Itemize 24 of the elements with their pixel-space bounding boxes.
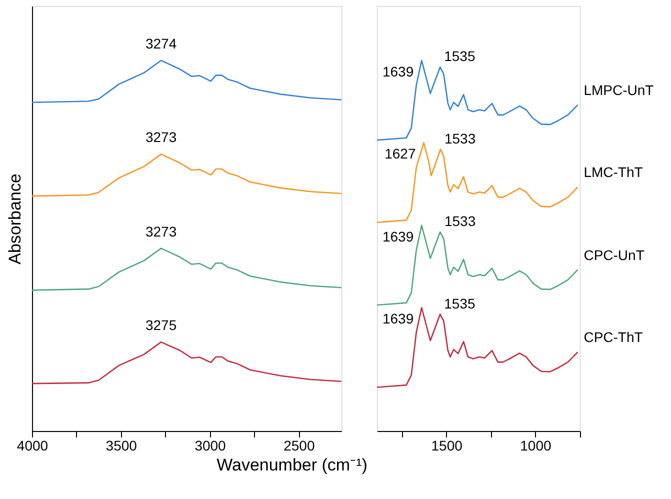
- x-axis-title: Wavenumber (cm⁻¹): [216, 456, 368, 474]
- annotation: 1639: [382, 310, 414, 327]
- annotation: 1535: [444, 48, 476, 64]
- annotation: 1533: [444, 213, 476, 230]
- y-axis-title: Absorbance: [6, 174, 24, 264]
- annotation: 3275: [145, 317, 177, 334]
- series-label: LMC-ThT: [584, 164, 644, 180]
- series-label: CPC-UnT: [584, 246, 645, 263]
- x-tick-label: 3500: [106, 438, 138, 454]
- x-tick-label: 2500: [284, 438, 315, 454]
- annotation: 1533: [444, 130, 476, 146]
- annotation: 1639: [382, 63, 414, 80]
- x-tick-label: 1000: [520, 438, 552, 454]
- series-label: CPC-ThT: [584, 329, 644, 346]
- x-tick-label: 1500: [431, 438, 463, 454]
- annotation: 3273: [145, 223, 177, 240]
- annotation: 1535: [444, 295, 476, 312]
- series-label: LMPC-UnT: [584, 82, 654, 98]
- annotation: 1639: [382, 228, 414, 244]
- annotation: 1627: [384, 146, 416, 162]
- x-tick-label: 4000: [16, 438, 48, 454]
- x-tick-label: 3000: [194, 438, 226, 454]
- annotation: 3274: [145, 35, 177, 52]
- annotation: 3273: [145, 129, 177, 146]
